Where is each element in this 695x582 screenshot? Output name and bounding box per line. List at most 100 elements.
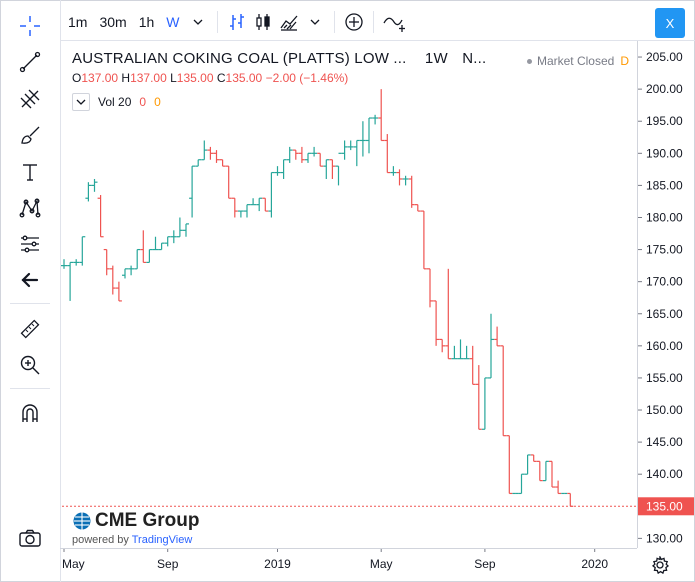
ohlc-bar — [164, 236, 171, 247]
interval-w[interactable]: W — [166, 14, 180, 30]
ohlc-bar — [408, 175, 415, 208]
low-value: 135.00 — [176, 71, 214, 85]
interval-30m[interactable]: 30m — [99, 14, 127, 30]
chevron-down-icon[interactable] — [72, 93, 90, 111]
ohlc-bar — [329, 159, 336, 179]
x-tick-label: 2019 — [264, 557, 291, 571]
prediction-measure-icon[interactable] — [15, 229, 45, 259]
ohlc-bar — [390, 166, 397, 176]
crosshair-icon[interactable] — [15, 11, 45, 41]
y-tick-label: 185.00 — [646, 178, 683, 192]
zoom-in-icon[interactable] — [15, 350, 45, 380]
divider — [217, 11, 219, 33]
interval-1m[interactable]: 1m — [68, 14, 88, 30]
ohlc-bar — [262, 197, 269, 212]
status-dot-icon — [526, 59, 532, 65]
back-arrow-icon[interactable] — [15, 265, 45, 295]
ohlc-bar — [244, 204, 250, 218]
divider — [10, 303, 50, 304]
ohlc-bar — [463, 345, 470, 360]
watermark: CME Group powered by TradingView — [72, 510, 200, 546]
ohlc-bar — [396, 169, 403, 186]
open-value: 137.00 — [81, 71, 119, 85]
ohlc-bar — [524, 454, 531, 475]
ohlc-bar — [384, 134, 391, 174]
y-tick-label: 175.00 — [646, 243, 683, 257]
close-button[interactable]: X — [655, 8, 685, 38]
trend-line-icon[interactable] — [15, 47, 45, 77]
market-status-text: Market Closed — [536, 54, 615, 68]
ohlc-bar — [359, 121, 366, 157]
ohlc-bar — [298, 146, 305, 163]
legend-interval: 1W — [424, 50, 448, 67]
ohlc-bar — [530, 454, 537, 462]
legend-ohlc: O137.00 H137.00 L135.00 C135.00 −2.00 (−… — [72, 71, 348, 85]
ohlc-bar — [536, 460, 543, 482]
price-axis[interactable] — [637, 41, 695, 548]
divider — [10, 388, 50, 389]
ohlc-bar — [225, 165, 232, 199]
close-key: C — [216, 71, 226, 85]
ohlc-bar — [97, 195, 104, 238]
powered-by-text: powered by — [72, 534, 129, 546]
ruler-icon[interactable] — [15, 314, 45, 344]
bar-chart-type-icon[interactable] — [224, 9, 250, 35]
ohlc-bar — [451, 345, 458, 360]
divider — [373, 11, 375, 33]
ohlc-bar — [488, 313, 494, 379]
last-price-badge — [638, 497, 694, 516]
powered-by: powered by TradingView — [72, 534, 200, 546]
ohlc-bar — [420, 210, 427, 270]
ohlc-bar — [445, 268, 452, 360]
ohlc-bar — [378, 89, 385, 142]
area-chart-icon[interactable] — [276, 9, 302, 35]
chevron-down-icon[interactable] — [185, 9, 211, 35]
add-indicator-icon[interactable] — [341, 9, 367, 35]
y-tick-label: 180.00 — [646, 210, 683, 224]
ohlc-bar — [109, 265, 116, 295]
ohlc-bar — [311, 146, 318, 157]
y-tick-label: 190.00 — [646, 146, 683, 160]
x-tick-label: 2020 — [581, 557, 608, 571]
ohlc-bar — [91, 178, 98, 192]
ohlc-bar — [414, 204, 421, 212]
ohlc-bar — [469, 345, 476, 385]
brush-icon[interactable] — [15, 120, 45, 150]
market-status: Market Closed D — [526, 54, 629, 68]
candles-icon[interactable] — [250, 9, 276, 35]
ohlc-bar — [61, 259, 67, 269]
high-key: H — [121, 71, 131, 85]
ohlc-bar — [366, 117, 372, 154]
chevron-down-icon[interactable] — [302, 9, 328, 35]
magnet-icon[interactable] — [15, 398, 45, 428]
ohlc-bar — [335, 152, 342, 186]
ohlc-bar — [231, 197, 238, 218]
text-tool-icon[interactable] — [15, 157, 45, 187]
y-tick-label: 170.00 — [646, 275, 683, 289]
volume-value: 0 — [139, 95, 147, 109]
interval-1h[interactable]: 1h — [138, 14, 155, 30]
ohlc-bar — [341, 140, 348, 160]
volume-ma-value: 0 — [154, 95, 161, 109]
ohlc-bar — [79, 236, 86, 266]
y-tick-label: 205.00 — [646, 50, 683, 64]
ohlc-bar — [219, 159, 226, 167]
close-value: 135.00 — [225, 71, 263, 85]
ohlc-bar — [475, 365, 482, 430]
cme-logo-text: CME Group — [95, 510, 200, 531]
ohlc-bar — [542, 460, 549, 482]
tradingview-link[interactable]: TradingView — [131, 534, 193, 546]
ohlc-bar — [347, 140, 354, 151]
ohlc-bar — [201, 140, 208, 161]
y-tick-label: 145.00 — [646, 435, 683, 449]
ohlc-bar — [439, 338, 446, 353]
volume-label: Vol 20 — [98, 95, 132, 109]
ohlc-bar — [207, 146, 214, 160]
camera-icon[interactable] — [18, 528, 42, 553]
fib-retracement-icon[interactable] — [15, 84, 45, 114]
pattern-icon[interactable] — [15, 193, 45, 223]
ohlc-bar — [85, 182, 92, 202]
settings-gear-icon[interactable] — [651, 554, 669, 579]
compare-icon[interactable] — [380, 9, 412, 35]
